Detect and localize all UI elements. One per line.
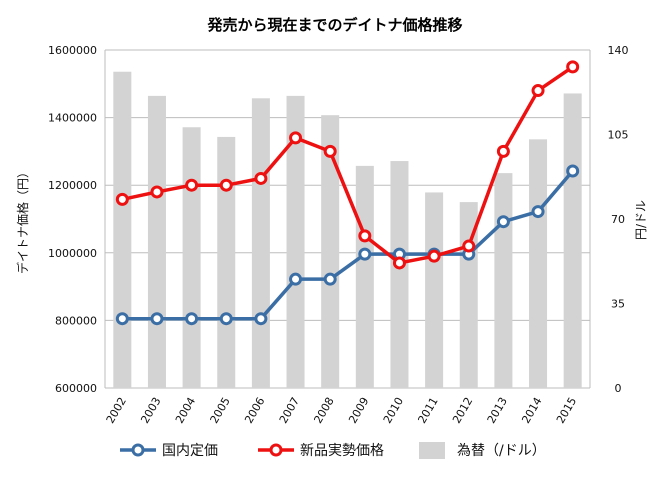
series-point-1 [358, 247, 372, 261]
y-right-tick-label: 140 [608, 44, 629, 57]
series-point-1 [531, 205, 545, 219]
series-point-2 [254, 171, 268, 185]
legend-label: 為替（/ドル） [457, 443, 546, 459]
legend-marker [269, 443, 283, 457]
series-point-1 [566, 164, 580, 178]
x-tick-label: 2012 [450, 395, 475, 426]
x-tick-label: 2007 [277, 395, 302, 426]
series-point-1 [185, 312, 199, 326]
series-point-1 [219, 312, 233, 326]
bar-exchange-rate [286, 95, 305, 388]
x-tick-label: 2011 [415, 395, 440, 426]
y-right-tick-label: 70 [611, 213, 625, 226]
y-left-tick-label: 1400000 [48, 112, 97, 125]
bar-exchange-rate [425, 192, 444, 388]
series-point-2 [358, 229, 372, 243]
legend: 国内定価 新品実勢価格 為替（/ドル） [120, 442, 546, 459]
x-tick-label: 2014 [519, 395, 544, 426]
y-right-tick-label: 0 [615, 382, 622, 395]
x-tick-label: 2004 [173, 395, 198, 426]
series-point-2 [392, 256, 406, 270]
series-point-2 [219, 178, 233, 192]
x-tick-label: 2003 [138, 395, 163, 426]
series-point-2 [185, 178, 199, 192]
series-point-1 [323, 272, 337, 286]
x-tick-label: 2006 [242, 395, 267, 426]
series-point-2 [462, 239, 476, 253]
bar-exchange-rate [321, 115, 340, 388]
y-right-tick-label: 105 [608, 129, 629, 142]
series-point-1 [115, 312, 129, 326]
legend-label: 新品実勢価格 [300, 443, 384, 459]
series-point-1 [496, 215, 510, 229]
series-point-1 [150, 312, 164, 326]
bar-exchange-rate [113, 71, 132, 388]
y-right-tick-label: 35 [611, 298, 625, 311]
x-tick-label: 2002 [104, 395, 129, 426]
exchange-rate-bars [113, 71, 582, 389]
legend-swatch [419, 442, 445, 459]
chart-title: 発売から現在までのデイトナ価格推移 [206, 16, 462, 34]
series-point-2 [496, 144, 510, 158]
series-point-2 [150, 185, 164, 199]
bar-exchange-rate [217, 136, 236, 388]
y-axis-left-title: デイトナ価格（円） [15, 166, 30, 274]
bar-exchange-rate [182, 127, 201, 388]
bar-exchange-rate [251, 98, 270, 389]
series-point-1 [289, 272, 303, 286]
bar-exchange-rate [355, 165, 374, 388]
series-point-1 [254, 312, 268, 326]
legend-label: 国内定価 [162, 443, 218, 459]
x-axis: 2002 2003 2004 2005 2006 2007 2008 2009 2010 2011… [104, 395, 580, 426]
y-left-tick-label: 800000 [55, 314, 97, 327]
bar-exchange-rate [494, 173, 513, 388]
series-point-2 [323, 144, 337, 158]
y-left-tick-label: 600000 [55, 382, 97, 395]
x-tick-label: 2009 [346, 395, 371, 426]
y-left-tick-label: 1000000 [48, 247, 97, 260]
y-axis-left: 600000 800000 1000000 1200000 1400000 1600000 [48, 44, 97, 395]
y-left-tick-label: 1200000 [48, 179, 97, 192]
legend-marker [131, 443, 145, 457]
x-tick-label: 2008 [312, 395, 337, 426]
price-lines [115, 60, 580, 326]
series-point-2 [115, 192, 129, 206]
series-point-2 [289, 131, 303, 145]
series-point-2 [531, 84, 545, 98]
y-axis-right: 0 35 70 105 140 [608, 44, 629, 395]
series-point-2 [427, 249, 441, 263]
y-axis-right-title: 円/ドル [634, 200, 648, 240]
x-tick-label: 2010 [381, 395, 406, 426]
bar-exchange-rate [147, 95, 166, 388]
bar-exchange-rate [390, 161, 409, 388]
x-tick-label: 2005 [208, 395, 233, 426]
bar-exchange-rate [563, 93, 582, 388]
bar-exchange-rate [529, 139, 548, 388]
y-left-tick-label: 1600000 [48, 44, 97, 57]
x-tick-label: 2013 [485, 395, 510, 426]
x-tick-label: 2015 [554, 395, 579, 426]
series-point-2 [566, 60, 580, 74]
